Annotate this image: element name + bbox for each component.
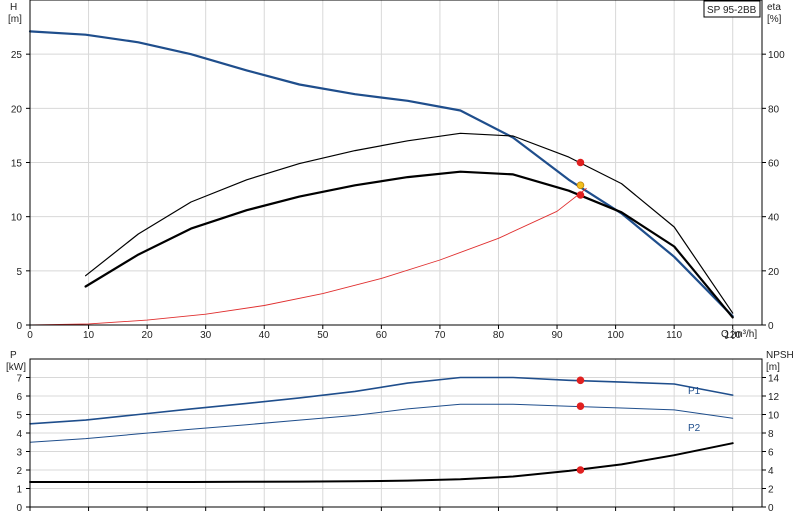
- x-tick-label: 120: [724, 330, 741, 341]
- marker-layer: [576, 158, 585, 474]
- operating-point-marker: [576, 376, 585, 385]
- y-left-tick-label: 2: [16, 466, 22, 477]
- y-left-tick-label: 5: [16, 411, 22, 422]
- x-tick-label: 30: [200, 330, 212, 341]
- x-tick-label: 110: [666, 330, 682, 341]
- y-left-tick-label: 5: [16, 267, 22, 278]
- series-label-p2: P2: [688, 423, 701, 434]
- y-right-tick-label: 60: [768, 159, 780, 170]
- x-tick-label: 80: [493, 330, 505, 341]
- bottom-plot-frame: [29, 358, 763, 508]
- y-left-tick-label: 10: [11, 213, 23, 224]
- x-tick-label: 0: [27, 330, 33, 341]
- y-right-tick-label: 100: [768, 50, 785, 61]
- y-left-tick-label: 7: [16, 374, 22, 385]
- bottom-y-right-title: NPSH: [766, 350, 794, 361]
- product-label: SP 95-2BB: [707, 5, 757, 16]
- y-left-tick-label: 3: [16, 448, 22, 459]
- operating-point-marker: [576, 181, 585, 190]
- y-right-tick-label: 14: [768, 374, 780, 385]
- y-right-tick-label: 2: [768, 485, 774, 496]
- x-tick-label: 50: [317, 330, 329, 341]
- series-layer: [28, 30, 734, 483]
- bottom-y-right-unit: [m]: [766, 362, 780, 373]
- y-left-tick-label: 25: [11, 50, 23, 61]
- y-left-tick-label: 4: [16, 429, 22, 440]
- series-line-P1: [29, 376, 734, 425]
- series-line-system: [29, 188, 587, 326]
- top-y-right-unit: [%]: [767, 14, 782, 25]
- top-plot-frame: [29, 0, 763, 326]
- operating-point-marker: [576, 466, 585, 474]
- y-left-tick-label: 6: [16, 392, 22, 403]
- top-y-left-title: H: [10, 2, 17, 13]
- series-line-eta-upper: [84, 132, 734, 314]
- y-right-tick-label: 20: [768, 267, 780, 278]
- x-tick-label: 10: [83, 330, 95, 341]
- y-left-tick-label: 0: [16, 503, 22, 514]
- y-left-tick-label: 15: [11, 159, 23, 170]
- y-right-tick-label: 10: [768, 411, 780, 422]
- bottom-y-left-unit: [kW]: [6, 362, 26, 373]
- y-right-tick-label: 80: [768, 104, 780, 115]
- operating-point-marker: [576, 158, 585, 167]
- y-left-tick-label: 0: [16, 321, 22, 332]
- y-right-tick-label: 40: [768, 213, 780, 224]
- bottom-grid: [29, 359, 762, 508]
- y-right-tick-label: 0: [768, 503, 774, 514]
- y-right-tick-label: 8: [768, 429, 774, 440]
- top-y-right-title: eta: [767, 2, 781, 13]
- y-left-tick-label: 1: [16, 485, 22, 496]
- bottom-y-left-title: P: [10, 350, 17, 361]
- top-grid: [29, 0, 762, 326]
- x-tick-label: 40: [259, 330, 271, 341]
- y-right-tick-label: 6: [768, 448, 774, 459]
- series-line-NPSH: [29, 442, 734, 483]
- x-tick-label: 20: [142, 330, 154, 341]
- operating-point-marker: [576, 191, 585, 199]
- product-label-box: [703, 0, 761, 18]
- top-y-left-unit: [m]: [8, 14, 22, 25]
- operating-point-marker: [576, 402, 585, 410]
- y-right-tick-label: 0: [768, 321, 774, 332]
- series-line-eta-lower: [84, 170, 734, 319]
- x-axis-title: Q [m³/h]: [721, 329, 757, 340]
- x-tick-label: 60: [376, 330, 388, 341]
- series-label-p1: P1: [688, 386, 701, 397]
- x-tick-label: 70: [434, 330, 446, 341]
- y-right-tick-label: 4: [768, 466, 774, 477]
- x-tick-label: 100: [607, 330, 624, 341]
- x-tick-label: 90: [551, 330, 563, 341]
- y-right-tick-label: 12: [768, 392, 780, 403]
- series-line-P2: [29, 403, 734, 443]
- y-left-tick-label: 20: [11, 104, 23, 115]
